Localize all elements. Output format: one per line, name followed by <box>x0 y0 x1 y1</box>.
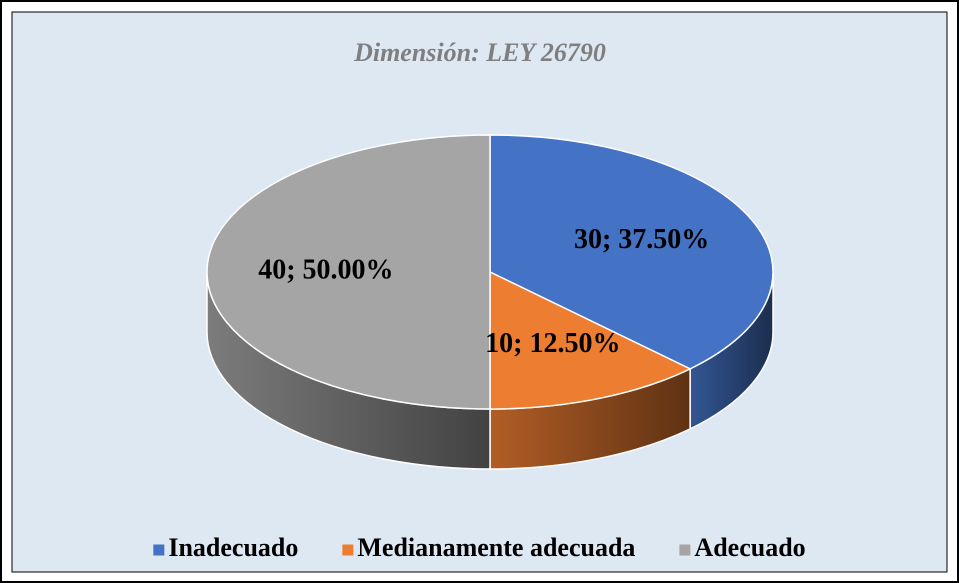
data-label: 30; 37.50% <box>574 224 709 255</box>
pie-slice <box>489 270 692 410</box>
data-label: 40; 50.00% <box>258 254 393 285</box>
legend-label: Inadecuado <box>168 533 298 562</box>
legend-label: Adecuado <box>694 533 805 562</box>
legend-label: Medianamente adecuada <box>357 533 635 562</box>
legend-swatch <box>679 544 691 556</box>
data-label: 10; 12.50% <box>485 328 620 359</box>
pie-slice <box>206 134 491 410</box>
chart-title: Dimensión: LEY 26790 <box>353 38 606 67</box>
legend-swatch <box>342 544 354 556</box>
pie-slice <box>489 134 774 370</box>
legend-swatch <box>153 544 165 556</box>
